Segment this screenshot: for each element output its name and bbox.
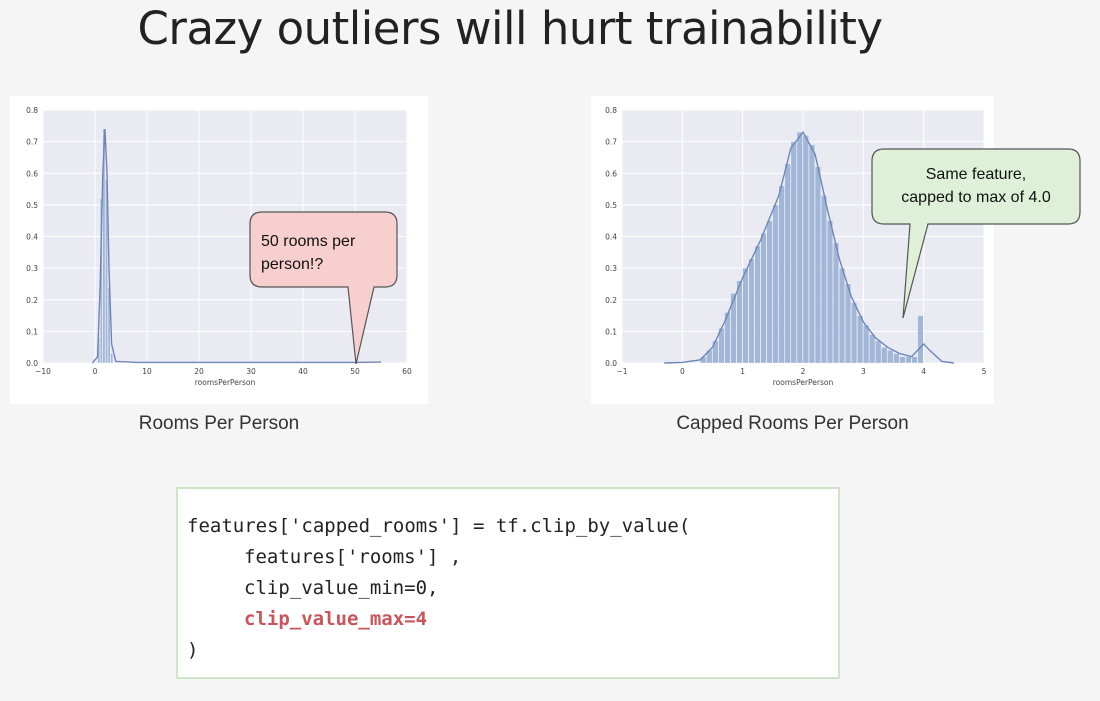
capped-rooms-histogram-svg: −1 0 1 2 3 4 5 0.0 0.1 0.2 0.3 0.4 0.5 0.6 0.7 0.8 rooms… bbox=[605, 106, 987, 387]
callout-text-capped: Same feature, capped to max of 4.0 bbox=[876, 163, 1076, 209]
histogram-bar bbox=[875, 340, 882, 364]
x-tick-label: −10 bbox=[35, 367, 51, 376]
callout-text-outlier: 50 rooms per person!? bbox=[261, 230, 391, 276]
x-tick-label: 60 bbox=[402, 367, 412, 376]
x-axis-label: roomsPerPerson bbox=[773, 378, 834, 387]
histogram-bar bbox=[917, 315, 924, 364]
y-tick-label: 0.6 bbox=[26, 169, 38, 178]
x-tick-label: 4 bbox=[921, 367, 926, 376]
histogram-bar bbox=[724, 312, 731, 364]
callout-bubble-outlier bbox=[249, 211, 398, 365]
y-tick-label: 0.5 bbox=[605, 201, 617, 210]
y-tick-label: 0.3 bbox=[605, 264, 617, 273]
histogram-bar bbox=[899, 356, 906, 364]
y-tick-label: 0.2 bbox=[605, 296, 617, 305]
x-tick-label: 1 bbox=[740, 367, 745, 376]
x-tick-label: 10 bbox=[142, 367, 152, 376]
histogram-bar bbox=[796, 131, 803, 364]
callout-line: 50 rooms per bbox=[261, 233, 356, 250]
histogram-bar bbox=[911, 356, 918, 364]
code-line-5: ) bbox=[187, 639, 199, 661]
y-tick-label: 0.8 bbox=[605, 106, 617, 115]
callout-line: person!? bbox=[261, 256, 324, 273]
chart-caption-capped-rooms: Capped Rooms Per Person bbox=[676, 413, 909, 434]
y-tick-label: 0.4 bbox=[26, 233, 38, 242]
y-tick-label: 0.0 bbox=[605, 359, 617, 368]
callout-line: Same feature, bbox=[925, 166, 1027, 183]
y-tick-label: 0.7 bbox=[26, 138, 38, 147]
y-tick-label: 0.0 bbox=[26, 359, 38, 368]
x-tick-label: 0 bbox=[93, 367, 98, 376]
x-tick-label: 2 bbox=[801, 367, 806, 376]
y-tick-label: 0.4 bbox=[605, 233, 617, 242]
histogram-bar bbox=[784, 163, 791, 364]
callout-bubble-capped bbox=[871, 148, 1081, 319]
histogram-bar bbox=[730, 293, 737, 364]
slide-title: Crazy outliers will hurt trainability bbox=[137, 2, 883, 55]
histogram-bar bbox=[102, 128, 106, 364]
callout-line: capped to max of 4.0 bbox=[901, 189, 1051, 206]
kde-line bbox=[664, 130, 954, 364]
code-line-3: clip_value_min=0, bbox=[244, 577, 439, 599]
y-tick-label: 0.6 bbox=[605, 169, 617, 178]
capped-rooms-histogram-chart: −1 0 1 2 3 4 5 0.0 0.1 0.2 0.3 0.4 0.5 0.6 0.7 0.8 rooms… bbox=[591, 96, 994, 404]
y-tick-label: 0.1 bbox=[26, 327, 38, 336]
chart-caption-rooms: Rooms Per Person bbox=[138, 413, 300, 434]
code-line-1: features['capped_rooms'] = tf.clip_by_va… bbox=[187, 515, 691, 537]
code-line-4-highlight: clip_value_max=4 bbox=[244, 608, 428, 630]
kde-line bbox=[91, 128, 382, 364]
x-tick-label: 5 bbox=[982, 367, 987, 376]
histogram-bar bbox=[110, 353, 113, 364]
histogram-bar bbox=[790, 141, 797, 364]
code-line-4-wrap: clip_value_max=4 bbox=[187, 604, 838, 635]
y-tick-label: 0.1 bbox=[605, 327, 617, 336]
x-tick-label: 50 bbox=[350, 367, 360, 376]
histogram-bar bbox=[736, 280, 743, 364]
histogram-bar bbox=[881, 347, 888, 364]
x-axis-label: roomsPerPerson bbox=[195, 378, 256, 387]
x-tick-label: −1 bbox=[616, 367, 627, 376]
y-tick-label: 0.2 bbox=[26, 296, 38, 305]
x-tick-label: 30 bbox=[246, 367, 256, 376]
histogram-bar bbox=[808, 144, 815, 364]
x-tick-label: 40 bbox=[298, 367, 308, 376]
code-line-2: features['rooms'] , bbox=[244, 546, 462, 568]
histogram-bar bbox=[905, 356, 912, 364]
code-snippet: features['capped_rooms'] = tf.clip_by_va… bbox=[176, 487, 840, 679]
histogram-bar bbox=[893, 353, 900, 364]
y-tick-label: 0.5 bbox=[26, 201, 38, 210]
y-tick-label: 0.7 bbox=[605, 138, 617, 147]
x-tick-label: 20 bbox=[194, 367, 204, 376]
y-tick-label: 0.3 bbox=[26, 264, 38, 273]
x-tick-label: 3 bbox=[861, 367, 866, 376]
histogram-bar bbox=[766, 220, 773, 364]
y-tick-label: 0.8 bbox=[26, 106, 38, 115]
histogram-bar bbox=[845, 283, 852, 364]
histogram-bar bbox=[887, 350, 894, 364]
histogram-bar bbox=[802, 135, 809, 364]
histogram-bar bbox=[742, 267, 749, 364]
x-tick-label: 0 bbox=[680, 367, 685, 376]
